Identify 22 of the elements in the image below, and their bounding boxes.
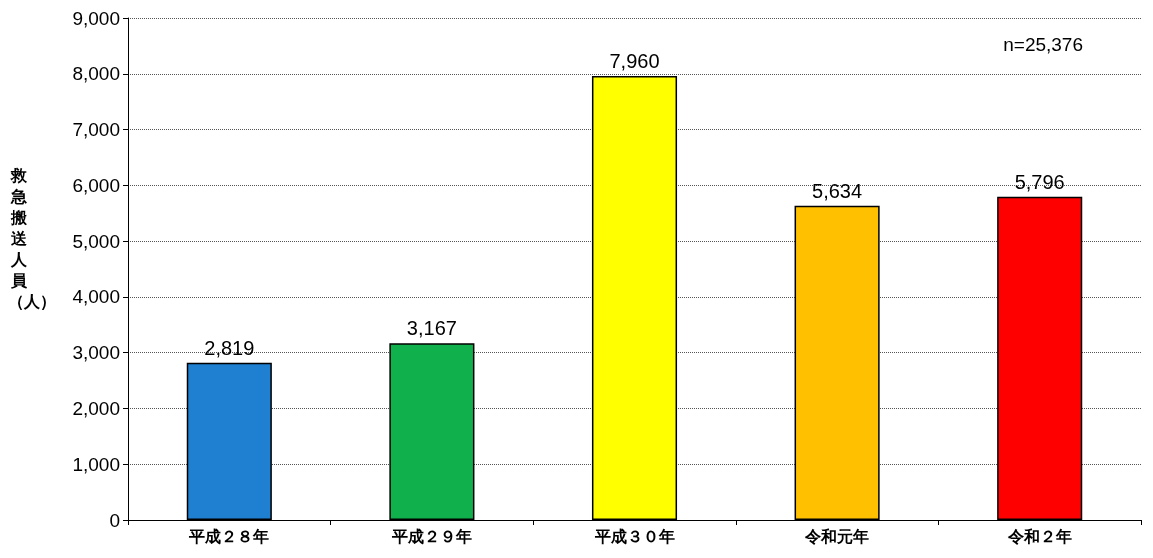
data-label: 7,960 <box>609 50 660 73</box>
y-tick-label: 9,000 <box>72 7 120 29</box>
data-label: 5,796 <box>1014 170 1065 193</box>
x-tick-label: 令和元年 <box>804 526 870 546</box>
y-tick-label: 4,000 <box>72 286 120 308</box>
data-label: 5,634 <box>812 179 863 202</box>
y-tick-label: 2,000 <box>72 397 120 419</box>
y-tick-label: 8,000 <box>72 63 120 85</box>
y-tick-label: 6,000 <box>72 174 120 196</box>
y-axis-title: 救急搬送人員（人） <box>8 165 56 312</box>
x-tick-label: 平成２８年 <box>188 526 270 546</box>
data-label: 2,819 <box>204 336 255 359</box>
x-tick-label: 平成２９年 <box>390 526 472 546</box>
annotation: n=25,376 <box>1003 34 1084 55</box>
y-tick-label: 7,000 <box>72 119 120 141</box>
x-tick-label: 令和２年 <box>1006 526 1072 546</box>
y-tick-label: 0 <box>109 509 120 531</box>
x-tick-label: 平成３０年 <box>593 526 675 546</box>
y-tick-label: 3,000 <box>72 342 120 364</box>
data-label: 3,167 <box>406 317 457 340</box>
y-tick-label: 1,000 <box>72 453 120 475</box>
y-tick-label: 5,000 <box>72 230 120 252</box>
